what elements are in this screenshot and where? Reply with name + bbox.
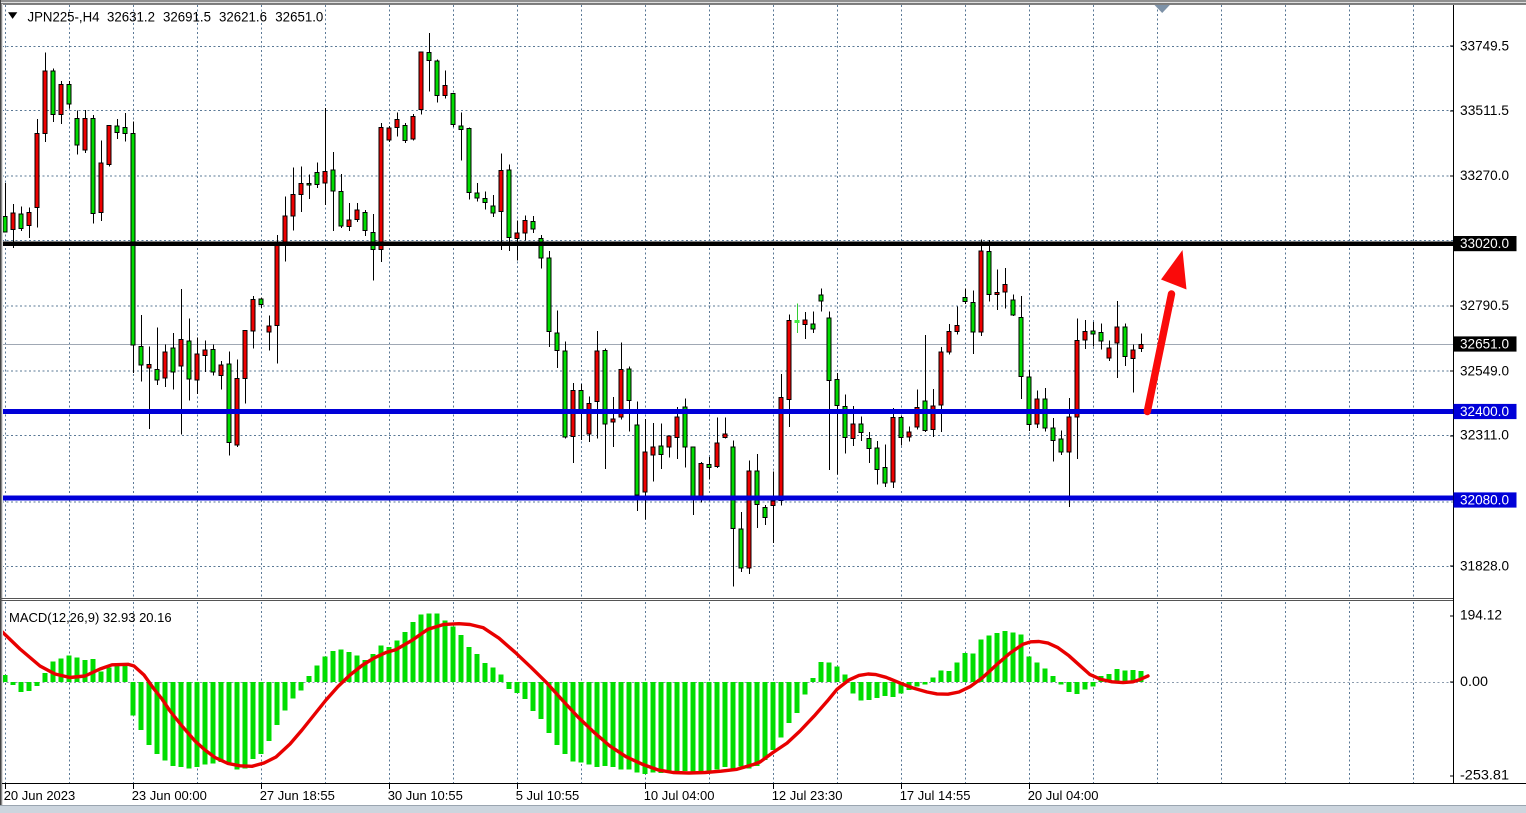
svg-text:32631.2: 32631.2 (107, 8, 155, 24)
svg-text:32691.5: 32691.5 (163, 8, 211, 24)
svg-text:30 Jun 10:55: 30 Jun 10:55 (388, 788, 463, 803)
svg-text:23 Jun 00:00: 23 Jun 00:00 (132, 788, 207, 803)
svg-text:20 Jul 04:00: 20 Jul 04:00 (1028, 788, 1099, 803)
svg-text:10 Jul 04:00: 10 Jul 04:00 (644, 788, 715, 803)
svg-text:-253.81: -253.81 (1460, 768, 1509, 783)
svg-text:MACD(12,26,9) 32.93 20.16: MACD(12,26,9) 32.93 20.16 (9, 610, 172, 625)
svg-text:5 Jul 10:55: 5 Jul 10:55 (516, 788, 580, 803)
svg-text:194.12: 194.12 (1460, 608, 1502, 623)
svg-text:33749.5: 33749.5 (1460, 38, 1509, 53)
svg-text:0.00: 0.00 (1460, 674, 1488, 689)
svg-text:32311.0: 32311.0 (1460, 428, 1509, 443)
svg-text:32790.5: 32790.5 (1460, 298, 1509, 313)
svg-text:32549.0: 32549.0 (1460, 363, 1509, 378)
svg-text:33270.0: 33270.0 (1460, 168, 1509, 183)
svg-text:32651.0: 32651.0 (1460, 337, 1509, 352)
svg-text:JPN225-,H4: JPN225-,H4 (28, 8, 100, 24)
svg-text:27 Jun 18:55: 27 Jun 18:55 (260, 788, 335, 803)
svg-text:32651.0: 32651.0 (275, 8, 323, 24)
svg-text:32080.0: 32080.0 (1460, 493, 1509, 508)
svg-text:31828.0: 31828.0 (1460, 558, 1509, 573)
svg-text:32400.0: 32400.0 (1460, 404, 1509, 419)
svg-text:20 Jun 2023: 20 Jun 2023 (4, 788, 76, 803)
svg-text:32621.6: 32621.6 (219, 8, 267, 24)
svg-text:17 Jul 14:55: 17 Jul 14:55 (900, 788, 971, 803)
svg-text:12 Jul 23:30: 12 Jul 23:30 (772, 788, 843, 803)
svg-text:33511.5: 33511.5 (1460, 103, 1509, 118)
svg-text:33020.0: 33020.0 (1460, 236, 1509, 251)
